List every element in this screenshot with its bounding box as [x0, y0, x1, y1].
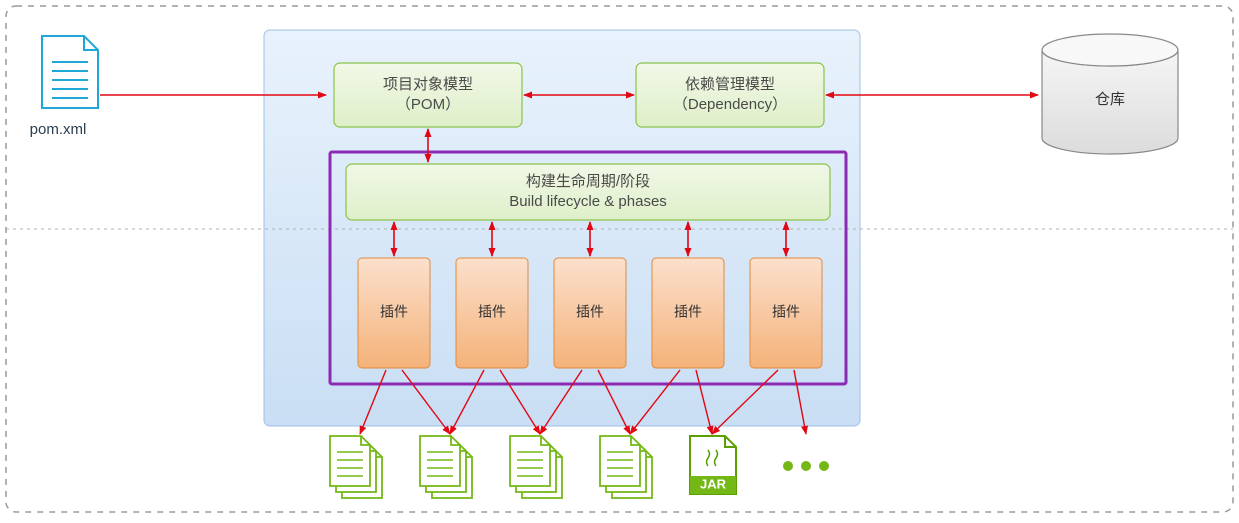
pom-file-label: pom.xml — [30, 121, 87, 138]
plugin-node: 插件 — [750, 258, 822, 368]
svg-text:插件: 插件 — [772, 304, 800, 320]
svg-text:Build lifecycle & phases: Build lifecycle & phases — [509, 193, 667, 210]
svg-text:插件: 插件 — [674, 304, 702, 320]
lifecycle-node: 构建生命周期/阶段 Build lifecycle & phases — [346, 164, 830, 220]
output-jar-icon: JAR — [690, 436, 736, 494]
plugin-node: 插件 — [358, 258, 430, 368]
plugin-node: 插件 — [652, 258, 724, 368]
plugin-node: 插件 — [554, 258, 626, 368]
pom-file-icon — [42, 36, 98, 108]
svg-text:（POM）: （POM） — [396, 96, 460, 113]
svg-text:项目对象模型: 项目对象模型 — [383, 76, 473, 93]
svg-text:构建生命周期/阶段: 构建生命周期/阶段 — [526, 172, 650, 190]
pom-model-node: 项目对象模型 （POM） — [334, 63, 522, 127]
svg-text:（Dependency）: （Dependency） — [673, 96, 787, 113]
svg-text:插件: 插件 — [576, 304, 604, 320]
output-ellipsis-icon — [783, 461, 829, 471]
svg-text:依赖管理模型: 依赖管理模型 — [685, 76, 775, 93]
svg-text:插件: 插件 — [478, 304, 506, 320]
svg-text:插件: 插件 — [380, 304, 408, 320]
repository-label: 仓库 — [1095, 91, 1125, 108]
dependency-model-node: 依赖管理模型 （Dependency） — [636, 63, 824, 127]
plugin-node: 插件 — [456, 258, 528, 368]
svg-text:JAR: JAR — [700, 476, 727, 491]
